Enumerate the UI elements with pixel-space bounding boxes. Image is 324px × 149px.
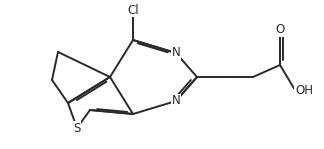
Text: S: S — [73, 121, 81, 135]
Text: N: N — [172, 46, 180, 59]
Text: O: O — [275, 24, 284, 37]
Text: Cl: Cl — [127, 3, 139, 17]
Text: OH: OH — [295, 83, 313, 97]
Text: N: N — [172, 94, 180, 107]
